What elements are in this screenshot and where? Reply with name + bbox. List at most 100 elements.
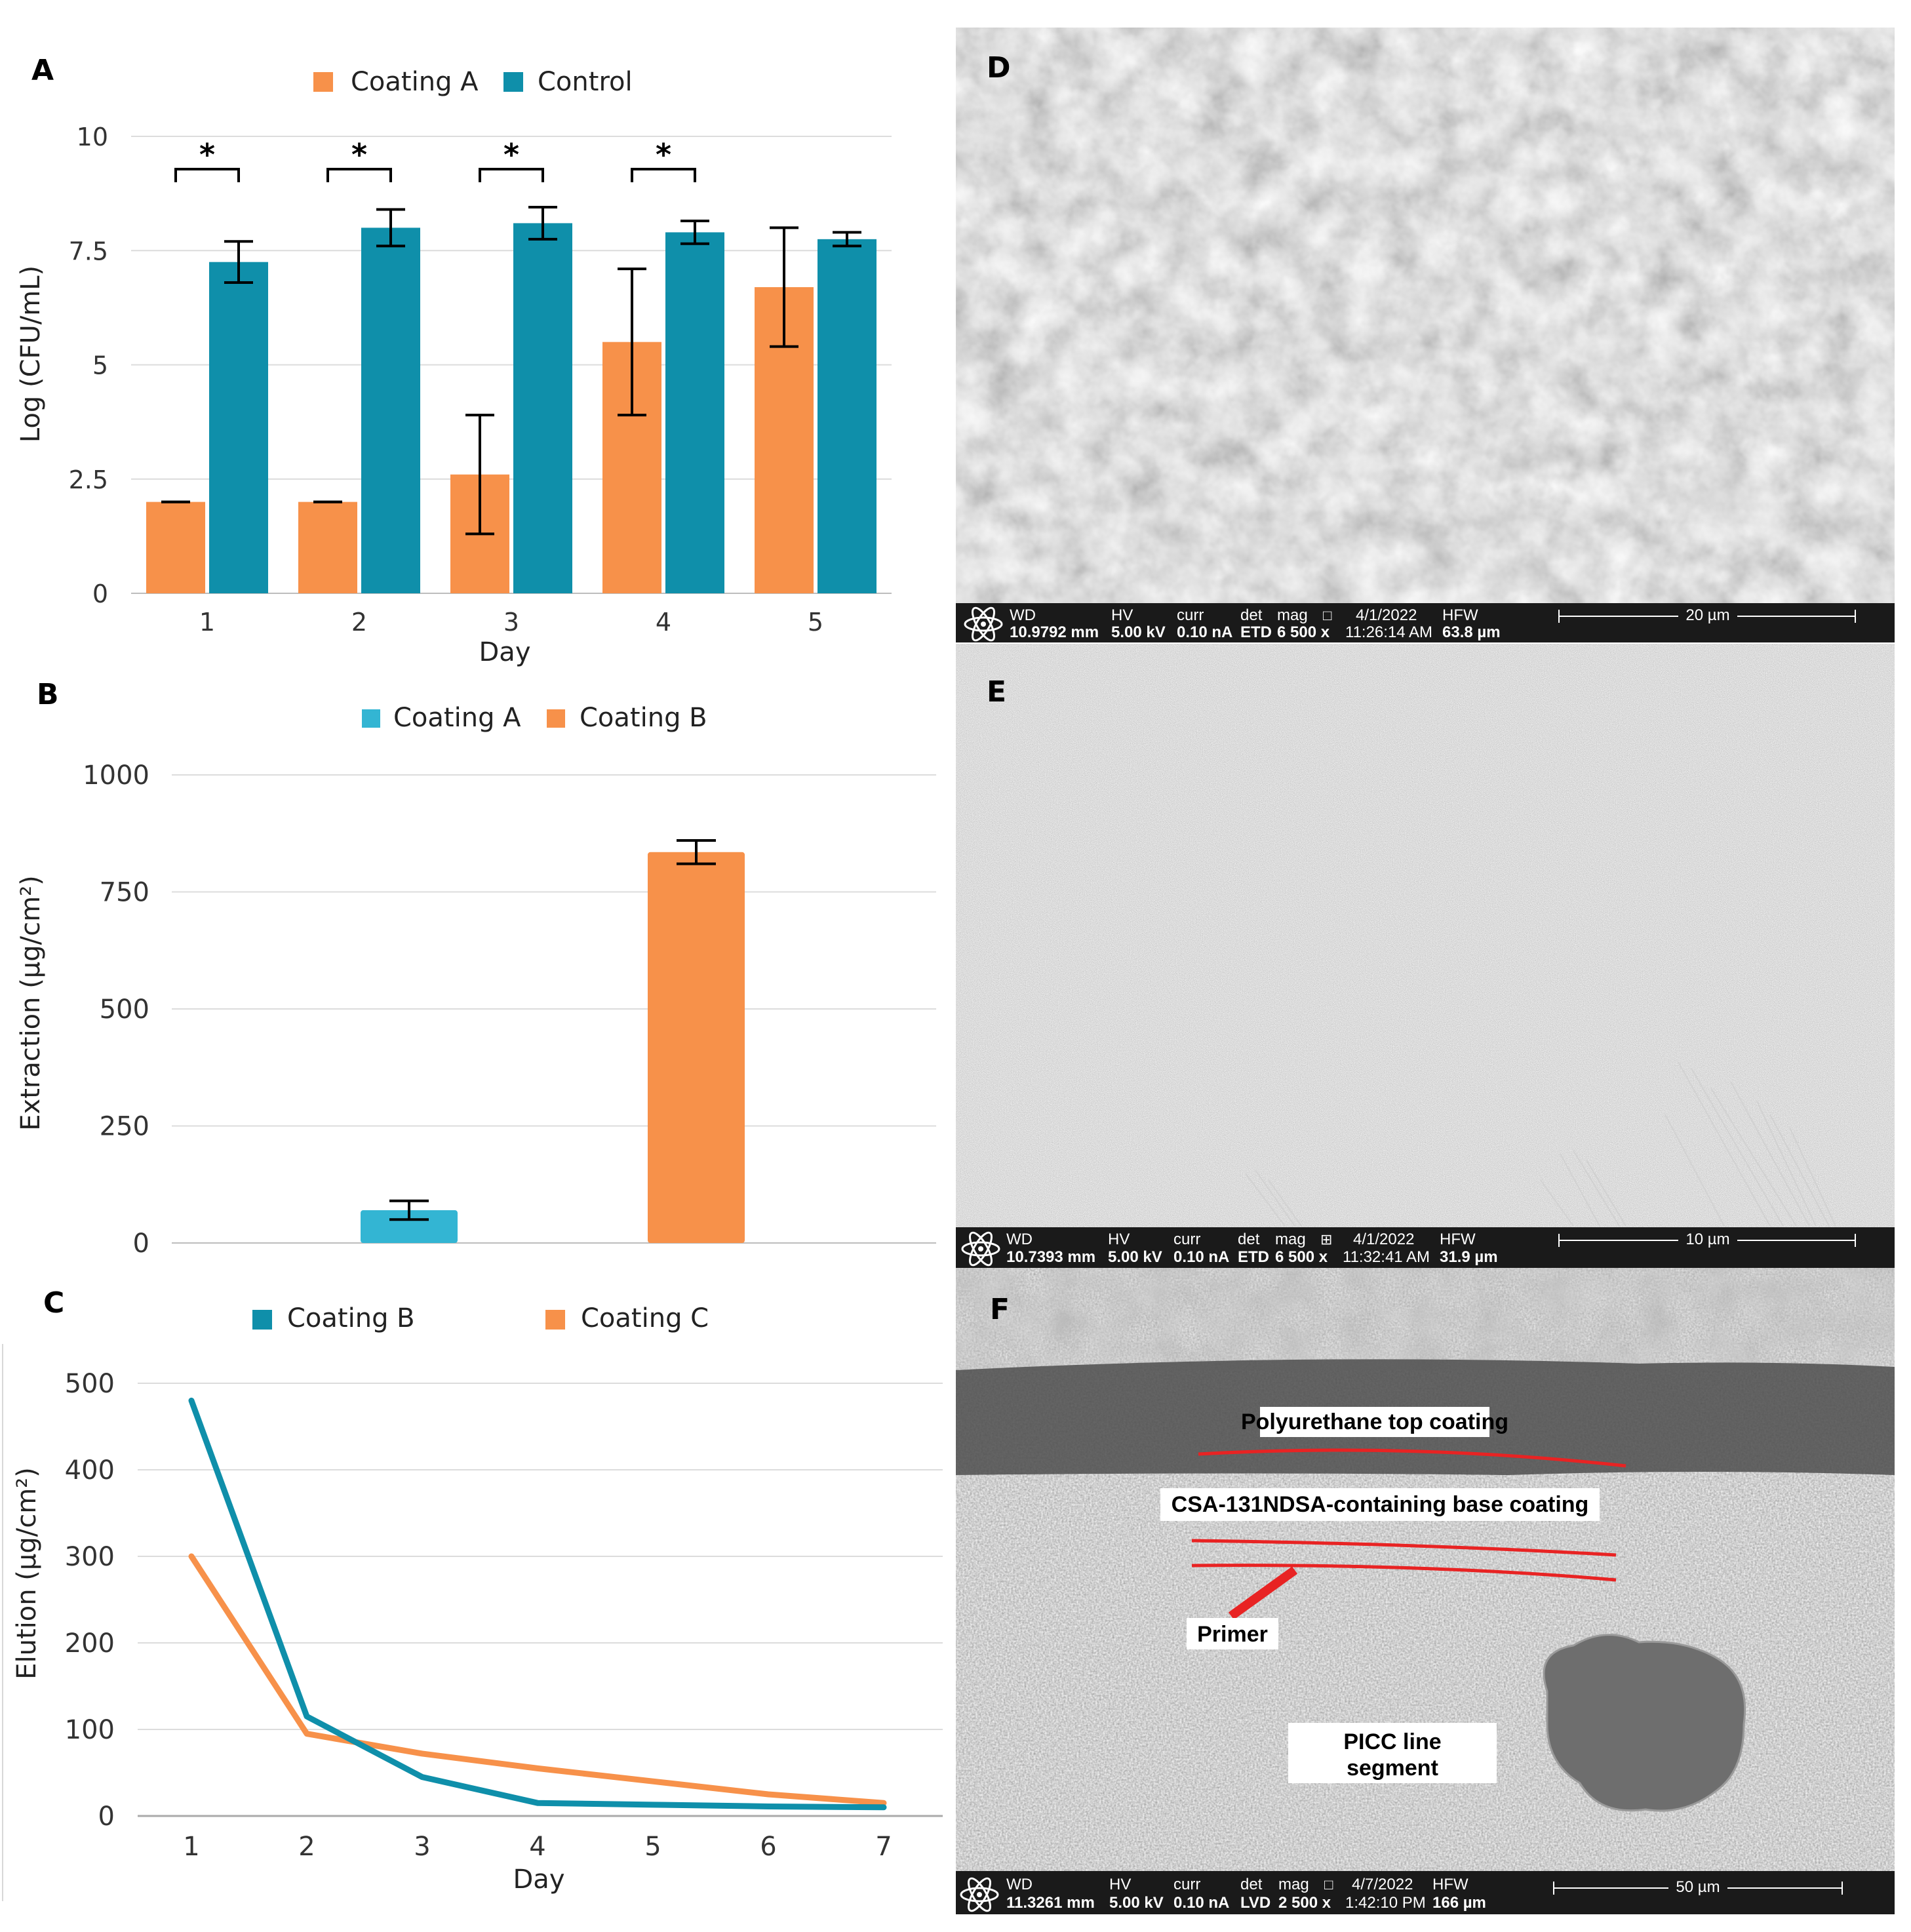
legend-swatch-coating-c-c — [545, 1310, 565, 1330]
databar-v-mag-f: 2 500 x — [1278, 1894, 1331, 1912]
databar-h-mag: mag — [1277, 606, 1308, 624]
databar-h-mag-e: mag — [1275, 1231, 1306, 1248]
bar-coating-b — [648, 852, 745, 1243]
x-tick-label: 5 — [808, 608, 823, 637]
databar-v-curr-f: 0.10 nA — [1173, 1894, 1229, 1912]
significance-bracket — [326, 168, 392, 182]
legend-swatch-control — [503, 72, 523, 92]
y-tick-label: 2.5 — [69, 465, 108, 494]
x-tick-label: 1 — [199, 608, 215, 637]
databar-v-det: ETD — [1240, 623, 1272, 641]
databar-h-hfw: HFW — [1442, 606, 1478, 624]
legend-label-coating-b-b: Coating B — [580, 703, 707, 733]
significance-star: * — [503, 137, 519, 172]
significance-bracket — [479, 168, 544, 182]
databar-h-wd-e: WD — [1006, 1231, 1033, 1248]
databar-h-date-f: 4/7/2022 — [1352, 1876, 1413, 1893]
databar-v-hv-e: 5.00 kV — [1108, 1248, 1162, 1266]
legend-label-coating-c-c: Coating C — [581, 1303, 709, 1333]
bar-control-day5 — [818, 239, 877, 593]
sem-databar-d: WD HV curr det mag □ 4/1/2022 HFW 10.979… — [956, 603, 1895, 644]
panel-b: B Coating A Coating B 0 250 500 750 1000 Ext… — [16, 678, 936, 1259]
databar-v-mag-e: 6 500 x — [1275, 1248, 1328, 1266]
databar-mag-symbol: □ — [1323, 607, 1331, 623]
annotation-picc-line-1: PICC line — [1343, 1729, 1441, 1754]
sem-image-d — [956, 28, 1895, 603]
y-tick-label: 10 — [77, 123, 108, 151]
databar-mag-symbol-e: ⊞ — [1320, 1231, 1332, 1248]
error-bars-a — [161, 206, 861, 536]
y-tick-label: 750 — [100, 878, 149, 908]
bar-coating-a — [361, 1210, 458, 1243]
y-axis-label-c: Elution (µg/cm²) — [12, 1467, 42, 1680]
panel-label-b: B — [37, 678, 59, 711]
databar-h-curr-f: curr — [1173, 1876, 1200, 1893]
sem-red-lines-f — [1191, 1448, 1626, 1620]
legend-label-coating-a-b: Coating A — [393, 703, 521, 733]
lines-c — [188, 1397, 887, 1811]
annotation-base-coating: CSA-131NDSA-containing base coating — [1172, 1492, 1589, 1517]
databar-v-det-e: ETD — [1238, 1248, 1269, 1266]
legend-swatch-coating-b-c — [252, 1310, 272, 1330]
sem-top-surface-f — [956, 1268, 1895, 1370]
y-tick-label: 0 — [133, 1229, 149, 1259]
sem-panel-e: E WD HV curr det mag ⊞ 4/1/2022 HFW 10.7… — [956, 644, 1895, 1269]
databar-h-curr-e: curr — [1173, 1231, 1200, 1248]
significance-star: * — [656, 137, 671, 172]
databar-h-det-e: det — [1238, 1231, 1260, 1248]
legend-a: Coating A Control — [313, 67, 633, 97]
panel-label-e: E — [987, 675, 1006, 709]
y-ticks-a: 0 2.5 5 7.5 10 — [69, 123, 108, 608]
databar-v-time-e: 11:32:41 AM — [1343, 1248, 1430, 1266]
error-bars-b — [389, 838, 716, 1221]
sem-image-e — [956, 644, 1895, 1229]
x-ticks-c: 1 2 3 4 5 6 7 — [183, 1832, 892, 1862]
bars-a — [146, 223, 877, 593]
databar-v-wd-e: 10.7393 mm — [1006, 1248, 1095, 1266]
y-axis-label-a: Log (CFU/mL) — [16, 266, 46, 443]
scale-label-d: 20 µm — [1685, 606, 1729, 624]
y-tick-label: 1000 — [83, 760, 149, 791]
bars-b — [361, 852, 745, 1243]
y-ticks-b: 0 250 500 750 1000 — [83, 760, 149, 1259]
y-tick-label: 100 — [65, 1715, 115, 1745]
significance-star: * — [199, 137, 215, 172]
x-axis-label-a: Day — [479, 637, 531, 667]
x-tick-label: 7 — [875, 1832, 892, 1862]
panel-label-c: C — [43, 1286, 64, 1320]
sem-databar-e: WD HV curr det mag ⊞ 4/1/2022 HFW 10.739… — [956, 1227, 1895, 1269]
y-tick-label: 400 — [65, 1455, 115, 1486]
x-tick-label: 1 — [183, 1832, 199, 1862]
databar-v-hv: 5.00 kV — [1111, 623, 1166, 641]
legend-label-control: Control — [538, 67, 633, 97]
databar-v-wd: 10.9792 mm — [1010, 623, 1099, 641]
annotation-picc-line-2: segment — [1347, 1756, 1438, 1781]
databar-h-det: det — [1240, 606, 1263, 624]
grid-c — [138, 1383, 943, 1817]
panel-c: C Coating B Coating C 0 100 200 300 400 500 1… — [2, 1286, 943, 1901]
significance-bracket — [174, 168, 240, 182]
scale-label-e: 10 µm — [1685, 1231, 1729, 1248]
bar-control-day3 — [513, 223, 572, 593]
x-tick-label: 2 — [351, 608, 367, 637]
legend-c: Coating B Coating C — [252, 1303, 709, 1333]
significance-a: * * * * — [174, 137, 696, 182]
databar-v-wd-f: 11.3261 mm — [1006, 1894, 1095, 1912]
databar-v-curr: 0.10 nA — [1177, 623, 1232, 641]
databar-h-hv-e: HV — [1108, 1231, 1130, 1248]
y-tick-label: 7.5 — [69, 237, 108, 266]
bar-control-day2 — [361, 227, 420, 593]
series-line-coating-b — [188, 1397, 887, 1811]
bar-control-day4 — [665, 232, 724, 593]
y-tick-label: 0 — [92, 580, 108, 608]
y-ticks-c: 0 100 200 300 400 500 — [65, 1369, 115, 1832]
legend-swatch-coating-a-b — [362, 709, 380, 728]
bar-control-day1 — [209, 262, 268, 593]
x-axis-label-c: Day — [513, 1864, 565, 1895]
x-tick-label: 3 — [503, 608, 519, 637]
bar-coating-a-day1 — [146, 502, 205, 593]
y-tick-label: 5 — [92, 351, 108, 380]
databar-h-hv: HV — [1111, 606, 1133, 624]
panel-label-a: A — [31, 54, 54, 87]
